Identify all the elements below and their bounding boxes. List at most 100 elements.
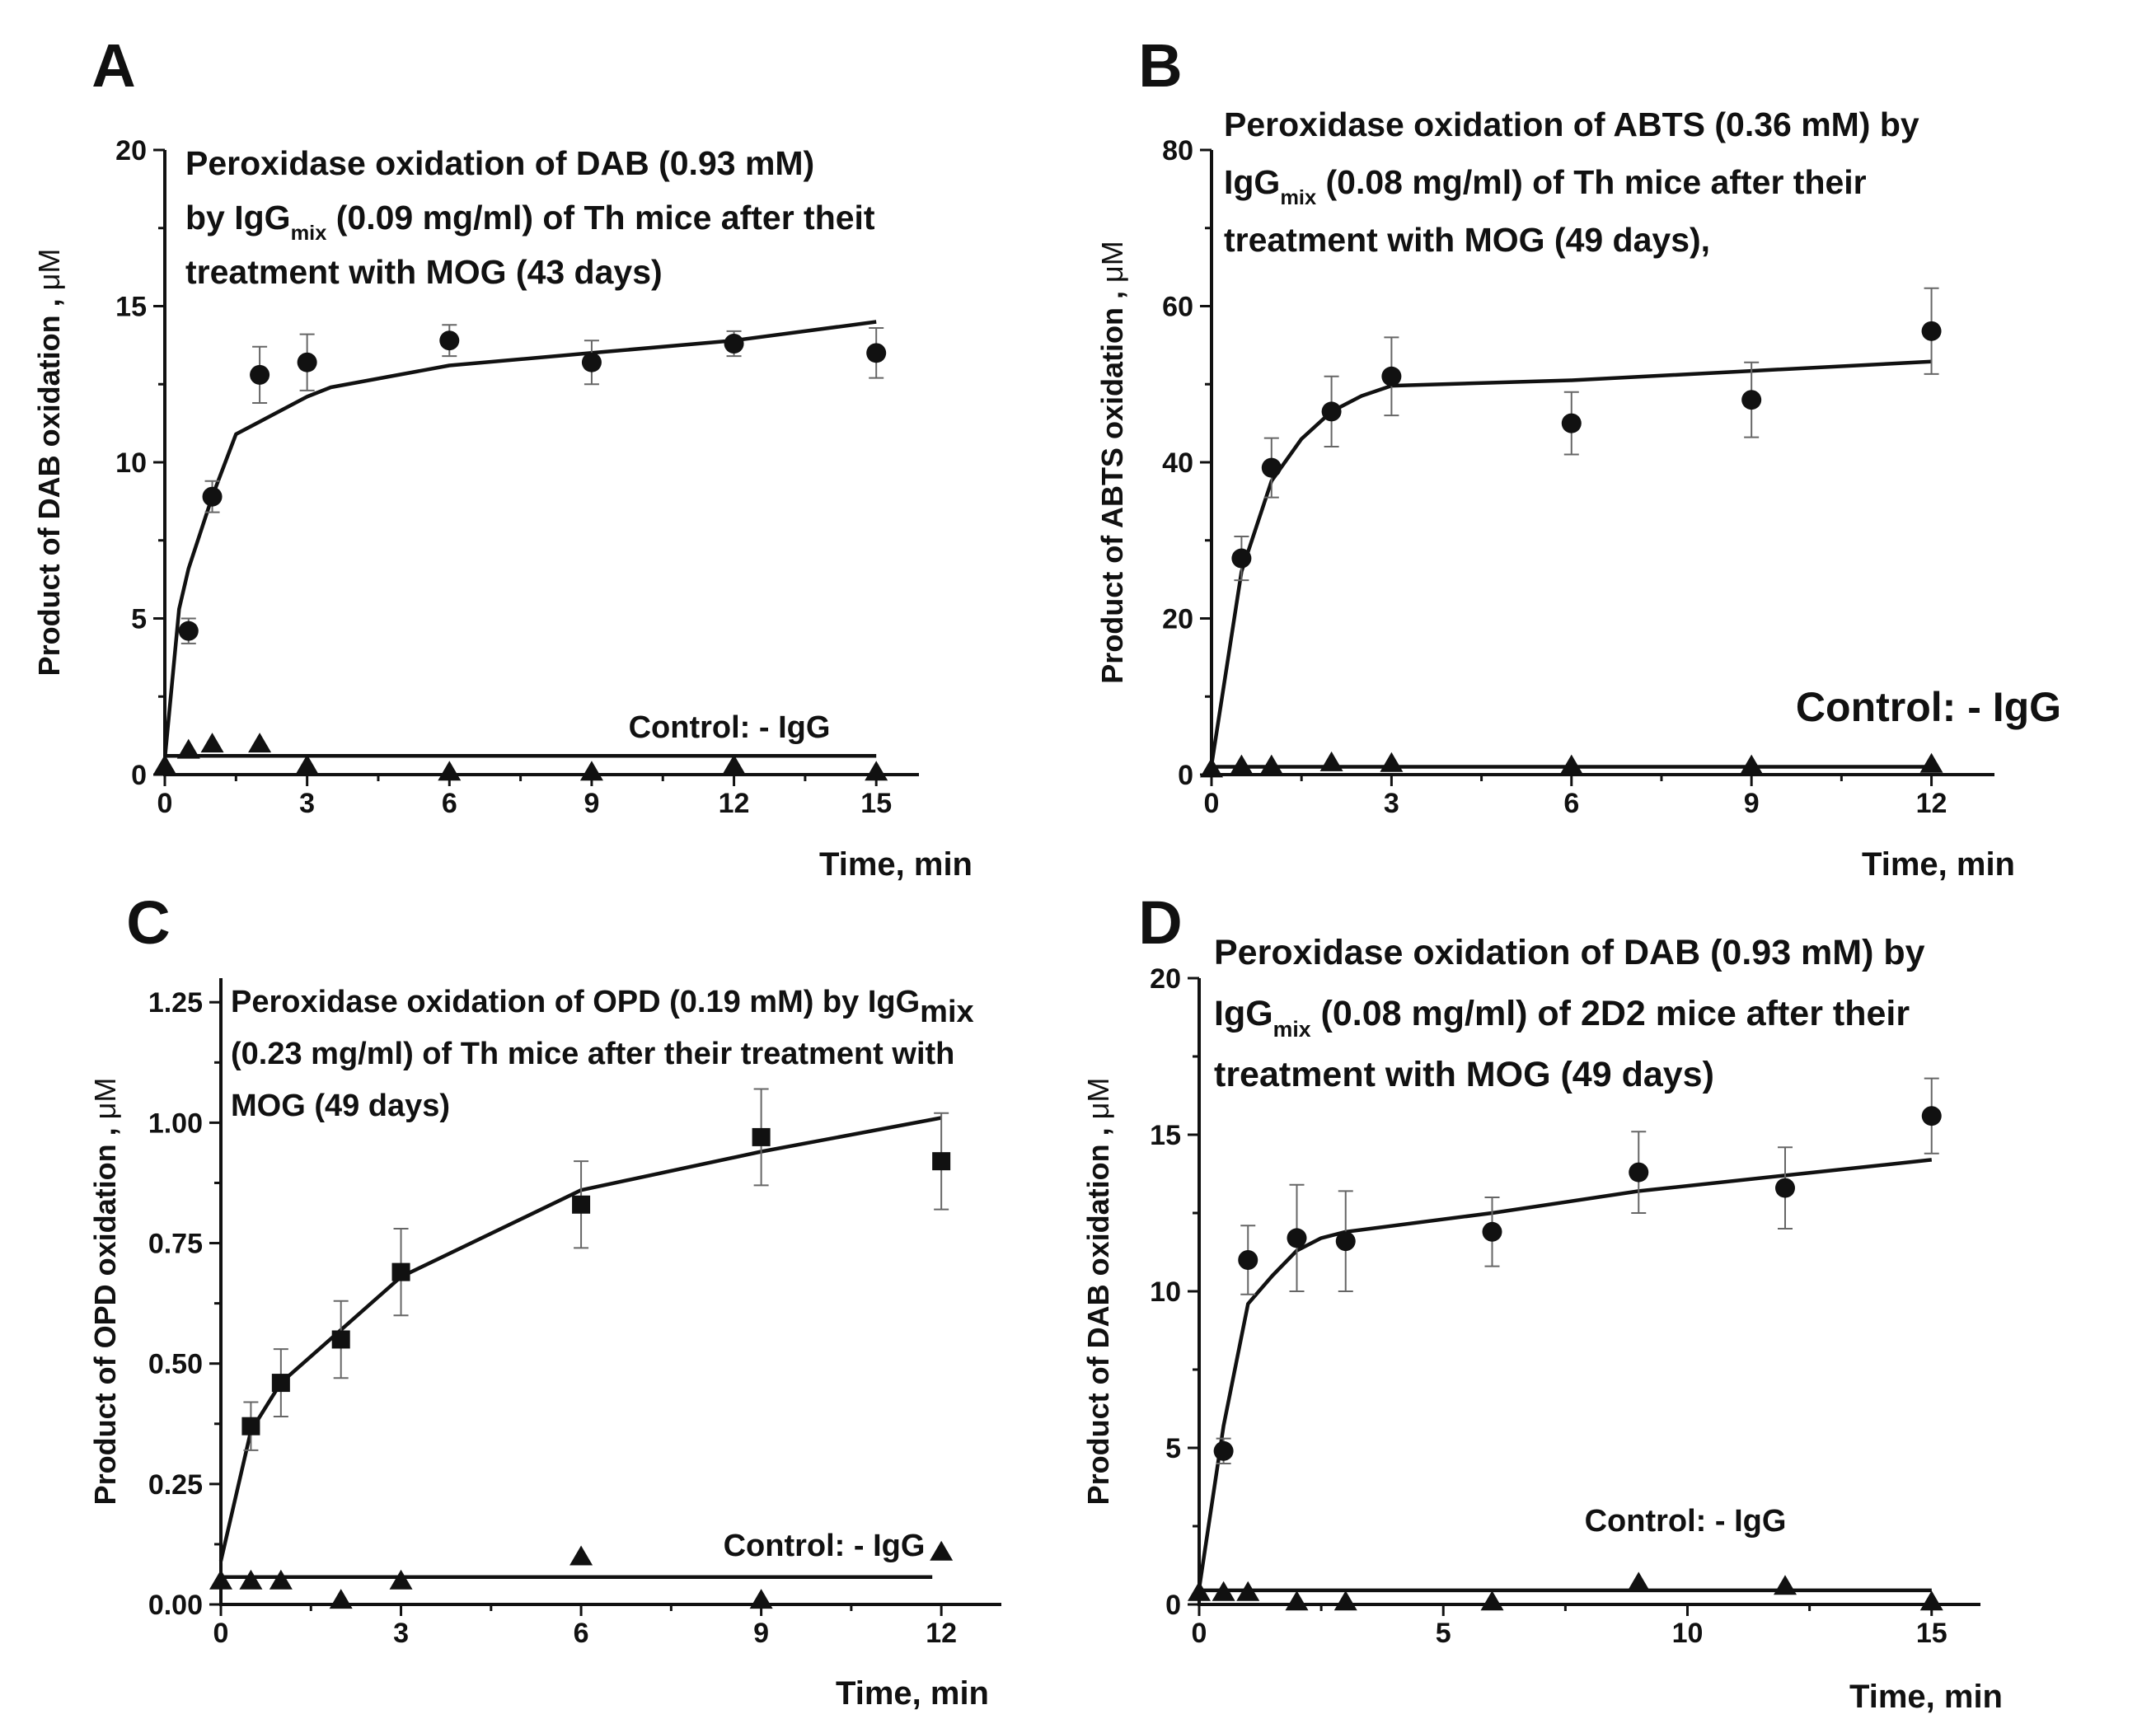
control-point-d-0 (1188, 1581, 1211, 1601)
chart-title-line-d-2: treatment with MOG (49 days) (1214, 1055, 1714, 1094)
data-point-b-3 (1381, 366, 1402, 386)
data-point-a-1 (202, 486, 223, 507)
title-text-a-1-0: by IgG (185, 199, 291, 237)
y-axis-title-a: Product of DAB oxidation , μM (32, 249, 66, 677)
control-point-c-6 (749, 1589, 773, 1609)
y-tick-label-c-3: 0.75 (148, 1229, 203, 1260)
axes-a (163, 150, 919, 776)
control-label-d: Control: - IgG (1585, 1504, 1787, 1539)
x-tick-label-a-0: 0 (157, 788, 173, 819)
data-point-d-0 (1213, 1440, 1234, 1461)
y-tick-label-d-0: 0 (1165, 1590, 1181, 1621)
x-tick-label-a-1: 3 (299, 788, 315, 819)
data-point-c-1 (271, 1374, 290, 1393)
y-axis-title-b: Product of ABTS oxidation , μM (1095, 241, 1129, 683)
x-tick-label-b-2: 6 (1563, 788, 1579, 819)
title-text-d-0-0: Peroxidase oxidation of DAB (0.93 mM) by (1214, 933, 1925, 972)
control-point-a-7 (722, 754, 746, 775)
data-point-c-0 (241, 1417, 260, 1436)
control-point-a-2 (200, 733, 224, 753)
chart-title-line-b-2: treatment with MOG (49 days), (1224, 221, 1710, 259)
data-point-b-5 (1741, 390, 1762, 410)
x-axis-title-b: Time, min (1862, 846, 2015, 883)
panel-letter-c: C (126, 888, 170, 957)
x-tick-label-c-4: 12 (926, 1618, 957, 1649)
title-text-b-0-0: Peroxidase oxidation of ABTS (0.36 mM) b… (1224, 105, 1919, 143)
x-tick-label-a-2: 6 (442, 788, 457, 819)
title-text-a-0-0: Peroxidase oxidation of DAB (0.93 mM) (185, 144, 814, 182)
title-text-d-1-2: (0.08 mg/ml) of 2D2 mice after their (1311, 994, 1910, 1033)
chart-title-line-d-0: Peroxidase oxidation of DAB (0.93 mM) by (1214, 933, 1925, 972)
data-point-d-1 (1238, 1250, 1258, 1270)
data-point-a-3 (297, 352, 317, 372)
control-point-a-3 (248, 733, 272, 753)
x-tick-label-d-2: 10 (1672, 1618, 1704, 1649)
y-axis-title-text-a: Product of DAB oxidation , (32, 290, 66, 676)
axes-c (219, 978, 1001, 1606)
data-point-a-2 (250, 364, 270, 385)
data-point-c-6 (932, 1152, 951, 1171)
title-text-a-1-2: (0.09 mg/ml) of Th mice after theit (326, 199, 875, 237)
chart-title-line-a-1: by IgGmix (0.09 mg/ml) of Th mice after … (185, 199, 875, 245)
chart-title-line-a-0: Peroxidase oxidation of DAB (0.93 mM) (185, 144, 814, 182)
control-label-b: Control: - IgG (1796, 684, 2061, 730)
chart-title-line-b-0: Peroxidase oxidation of ABTS (0.36 mM) b… (1224, 105, 1919, 143)
control-point-b-6 (1740, 754, 1764, 775)
panel-letter-a: A (91, 31, 135, 100)
y-axis-unit-c: μM (88, 1078, 122, 1120)
data-point-a-5 (581, 352, 602, 372)
data-point-d-4 (1482, 1221, 1502, 1242)
control-point-b-3 (1319, 751, 1343, 771)
title-text-a-2-0: treatment with MOG (43 days) (185, 253, 663, 291)
y-tick-label-b-3: 60 (1162, 292, 1193, 323)
control-point-c-4 (389, 1569, 413, 1590)
x-tick-label-a-4: 12 (719, 788, 750, 819)
chart-title-line-c-0: Peroxidase oxidation of OPD (0.19 mM) by… (231, 985, 974, 1029)
x-tick-label-c-0: 0 (213, 1618, 229, 1649)
x-tick-label-c-2: 6 (574, 1618, 589, 1649)
chart-title-line-c-2: MOG (49 days) (231, 1089, 450, 1123)
data-point-d-6 (1775, 1178, 1795, 1198)
control-point-c-1 (239, 1569, 263, 1590)
title-text-c-2-0: MOG (49 days) (231, 1089, 450, 1123)
control-point-d-3 (1285, 1590, 1309, 1611)
data-point-b-6 (1921, 321, 1942, 341)
control-point-c-0 (209, 1569, 232, 1590)
y-tick-label-c-2: 0.50 (148, 1349, 203, 1380)
panel-letter-b: B (1138, 31, 1182, 100)
title-subscript-c-0: mix (920, 995, 973, 1029)
title-text-d-1-0: IgG (1214, 994, 1273, 1033)
chart-title-line-c-1: (0.23 mg/ml) of Th mice after their trea… (231, 1037, 954, 1071)
control-point-b-7 (1919, 752, 1943, 773)
title-subscript-a-1: mix (291, 222, 327, 245)
y-tick-label-b-2: 40 (1162, 447, 1193, 479)
data-point-c-2 (331, 1330, 350, 1349)
x-axis-title-d: Time, min (1849, 1679, 2003, 1715)
control-point-b-5 (1559, 754, 1583, 775)
control-point-d-5 (1480, 1590, 1504, 1611)
y-axis-unit-d: μM (1081, 1078, 1115, 1120)
data-point-a-0 (178, 621, 199, 641)
data-point-b-1 (1261, 457, 1282, 478)
y-tick-label-c-0: 0.00 (148, 1590, 203, 1621)
y-tick-label-a-2: 10 (115, 447, 147, 479)
control-point-a-4 (295, 754, 319, 775)
x-axis-title-c: Time, min (836, 1675, 989, 1712)
data-point-a-4 (439, 330, 460, 351)
title-text-b-2-0: treatment with MOG (49 days), (1224, 221, 1710, 259)
control-point-d-6 (1627, 1571, 1651, 1592)
control-point-b-2 (1259, 754, 1283, 775)
x-tick-label-a-3: 9 (584, 788, 599, 819)
data-point-b-2 (1321, 401, 1342, 422)
control-label-c: Control: - IgG (724, 1529, 926, 1563)
y-axis-title-text-b: Product of ABTS oxidation , (1095, 283, 1129, 684)
control-point-a-0 (153, 754, 176, 775)
x-tick-label-b-4: 12 (1916, 788, 1947, 819)
y-tick-label-c-1: 0.25 (148, 1469, 203, 1501)
control-point-d-8 (1919, 1590, 1943, 1611)
data-point-c-4 (572, 1195, 591, 1214)
chart-title-line-b-1: IgGmix (0.08 mg/ml) of Th mice after the… (1224, 163, 1867, 209)
y-tick-label-b-0: 0 (1178, 760, 1193, 791)
control-point-a-8 (865, 761, 888, 781)
